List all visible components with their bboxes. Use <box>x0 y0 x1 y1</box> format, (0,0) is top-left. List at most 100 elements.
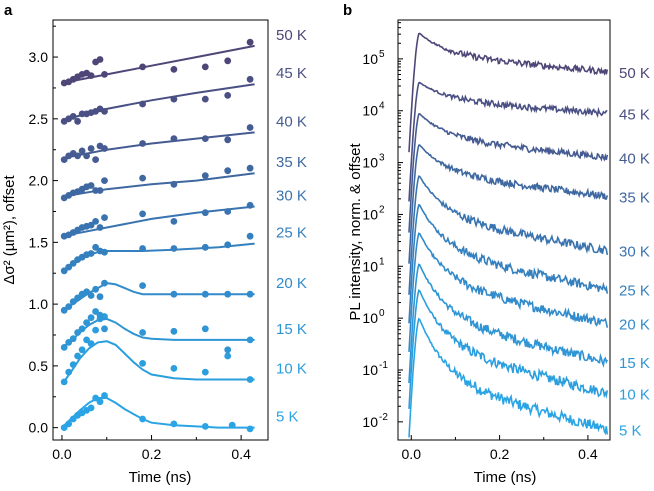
panel-b-series-20k <box>408 232 609 352</box>
panel-b-ytick-label: 10 <box>362 414 378 430</box>
panel-b-ytick-exponent: 1 <box>379 256 385 267</box>
data-point <box>60 306 68 314</box>
decay-curve <box>408 317 609 438</box>
data-point <box>87 182 95 189</box>
panel-a-series-45k <box>60 75 255 125</box>
panel-b-series-10k <box>408 289 609 409</box>
panel-b-series-25k <box>408 203 609 324</box>
panel-a-ytick-label: 0.5 <box>29 358 49 374</box>
data-point <box>83 152 90 160</box>
data-point <box>224 290 232 298</box>
panel-b-series-15k <box>408 263 609 384</box>
panel-a-series-30k <box>60 201 255 240</box>
panel-b-series-label: 50 K <box>619 65 650 82</box>
data-point <box>65 263 73 271</box>
panel-a-series-label: 10 K <box>276 360 307 377</box>
panel-b-xlabel: Time (ns) <box>474 469 537 486</box>
data-point <box>101 71 108 78</box>
data-point <box>69 113 77 120</box>
data-point <box>246 425 254 433</box>
panel-b-series-label: 30 K <box>619 244 650 261</box>
panel-b-series-5k <box>408 317 609 438</box>
panel-a-series <box>60 38 255 433</box>
data-point <box>96 398 104 406</box>
data-point <box>139 140 147 147</box>
panel-b-series-label: 45 K <box>619 106 650 123</box>
data-point <box>246 164 254 172</box>
data-point <box>92 218 99 225</box>
data-point <box>201 63 209 71</box>
data-point <box>74 352 81 360</box>
panel-a-series-50k <box>60 38 255 87</box>
panel-a-axes-frame <box>52 19 269 441</box>
panel-b-ytick-label: 10 <box>362 206 378 222</box>
data-point <box>69 260 77 267</box>
data-point <box>60 267 68 275</box>
data-point <box>170 218 178 225</box>
data-point <box>60 378 68 386</box>
panel-a-series-label: 25 K <box>276 225 307 242</box>
panel-a-xtick-label: 0.0 <box>52 446 72 462</box>
decay-curve <box>408 112 609 233</box>
panel-b-xtick-label: 0.4 <box>578 446 598 462</box>
data-point <box>65 339 73 346</box>
data-point <box>74 117 81 125</box>
data-point <box>60 344 68 351</box>
data-point <box>224 92 232 99</box>
data-point <box>87 404 95 412</box>
decay-curve <box>408 232 609 352</box>
data-point <box>224 352 232 360</box>
data-point <box>170 245 178 252</box>
panel-a-series-label: 35 K <box>276 154 307 171</box>
data-point <box>246 376 254 383</box>
panel-b-ytick-exponent: -2 <box>379 412 388 423</box>
data-point <box>246 75 254 83</box>
data-point <box>83 319 90 326</box>
data-point <box>87 314 95 322</box>
data-point <box>101 248 108 256</box>
data-point <box>96 187 104 194</box>
data-point <box>139 63 147 71</box>
data-point <box>83 288 90 296</box>
data-point <box>246 290 254 298</box>
panel-b-xtick-label: 0.0 <box>402 446 422 462</box>
data-point <box>96 224 104 231</box>
data-point <box>170 365 178 372</box>
panel-a-series-label: 15 K <box>276 321 307 338</box>
data-point <box>101 325 108 333</box>
panel-b-ytick-exponent: 5 <box>379 49 385 60</box>
data-point <box>201 172 209 180</box>
panel-b-series-45k <box>408 81 608 202</box>
data-point <box>78 147 86 155</box>
decay-curve <box>408 289 609 409</box>
data-point <box>201 209 209 217</box>
panel-b-ytick-exponent: 2 <box>379 204 385 215</box>
data-point <box>101 108 108 115</box>
data-point <box>101 145 108 152</box>
panel-a-xlabel: Time (ns) <box>129 469 192 486</box>
panel-b-ytick-label: 10 <box>362 362 378 378</box>
panel-a-series-label: 5 K <box>276 409 299 426</box>
decay-curve <box>408 144 609 264</box>
data-point <box>65 420 73 428</box>
decay-curve <box>408 175 609 295</box>
data-point <box>201 368 209 376</box>
panel-a-series-35k <box>60 164 255 202</box>
data-point <box>96 56 104 63</box>
data-point <box>246 124 254 131</box>
data-point <box>74 152 81 160</box>
data-point <box>87 221 95 229</box>
data-point <box>201 423 209 430</box>
panel-b-series-30k <box>408 175 609 295</box>
data-point <box>92 285 99 293</box>
panel-b-label: b <box>343 2 352 19</box>
panel-a-series-25k <box>60 232 255 275</box>
data-point <box>101 279 108 287</box>
panel-b-ytick-label: 10 <box>362 103 378 119</box>
panel-b-ytick-label: 10 <box>362 258 378 274</box>
panel-a-ticks: 0.0 0.2 0.4 0.0 0.5 1.0 1.5 2.0 2.5 3.0 <box>29 25 251 462</box>
panel-a-xtick-label: 0.2 <box>142 446 162 462</box>
data-point <box>139 415 147 423</box>
panel-b-ytick-exponent: 3 <box>379 153 385 164</box>
